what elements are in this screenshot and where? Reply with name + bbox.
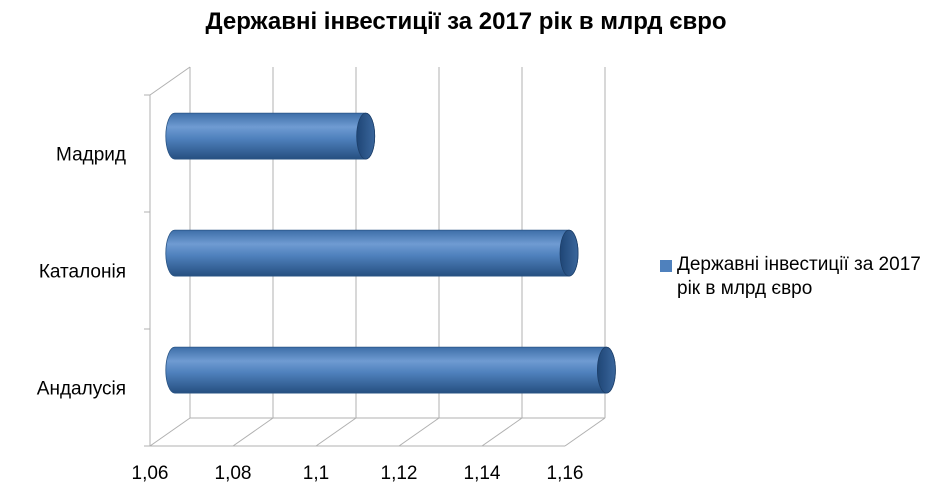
floor-gridline bbox=[481, 417, 523, 447]
bar-1 bbox=[165, 346, 616, 394]
legend: Державні інвестиції за 2017 рік в млрд є… bbox=[660, 253, 932, 301]
chart-title: Державні інвестиції за 2017 рік в млрд є… bbox=[205, 8, 727, 35]
bar-2 bbox=[165, 229, 579, 277]
floor-gridline bbox=[315, 417, 357, 447]
x-tick-label: 1,1 bbox=[303, 463, 329, 484]
x-tick-label: 1,08 bbox=[215, 463, 252, 484]
bar-cap-1 bbox=[597, 346, 616, 394]
labels-layer: 1,06 1,08 1,1 1,12 1,14 1,16 Андалусія Каталоні… bbox=[37, 145, 584, 485]
x-tick-label: 1,14 bbox=[464, 463, 501, 484]
legend-label: Державні інвестиції за 2017 рік в млрд є… bbox=[677, 254, 921, 299]
floor-gridline bbox=[398, 417, 440, 447]
floor-gridline bbox=[149, 417, 191, 447]
bar-3 bbox=[165, 112, 376, 160]
floor-gridline bbox=[564, 417, 606, 447]
x-tick-label: 1,16 bbox=[547, 463, 584, 484]
x-tick-label: 1,06 bbox=[132, 463, 169, 484]
side-wall-top-edge bbox=[149, 66, 191, 96]
x-tick-label: 1,12 bbox=[381, 463, 418, 484]
category-label: Мадрид bbox=[56, 145, 126, 166]
category-label: Каталонія bbox=[39, 262, 126, 283]
legend-swatch bbox=[660, 260, 672, 272]
bar-cap-3 bbox=[356, 112, 376, 160]
bar-cap-2 bbox=[559, 229, 579, 277]
category-label: Андалусія bbox=[37, 379, 126, 400]
floor-gridline bbox=[232, 417, 274, 447]
bars-layer bbox=[165, 112, 616, 394]
